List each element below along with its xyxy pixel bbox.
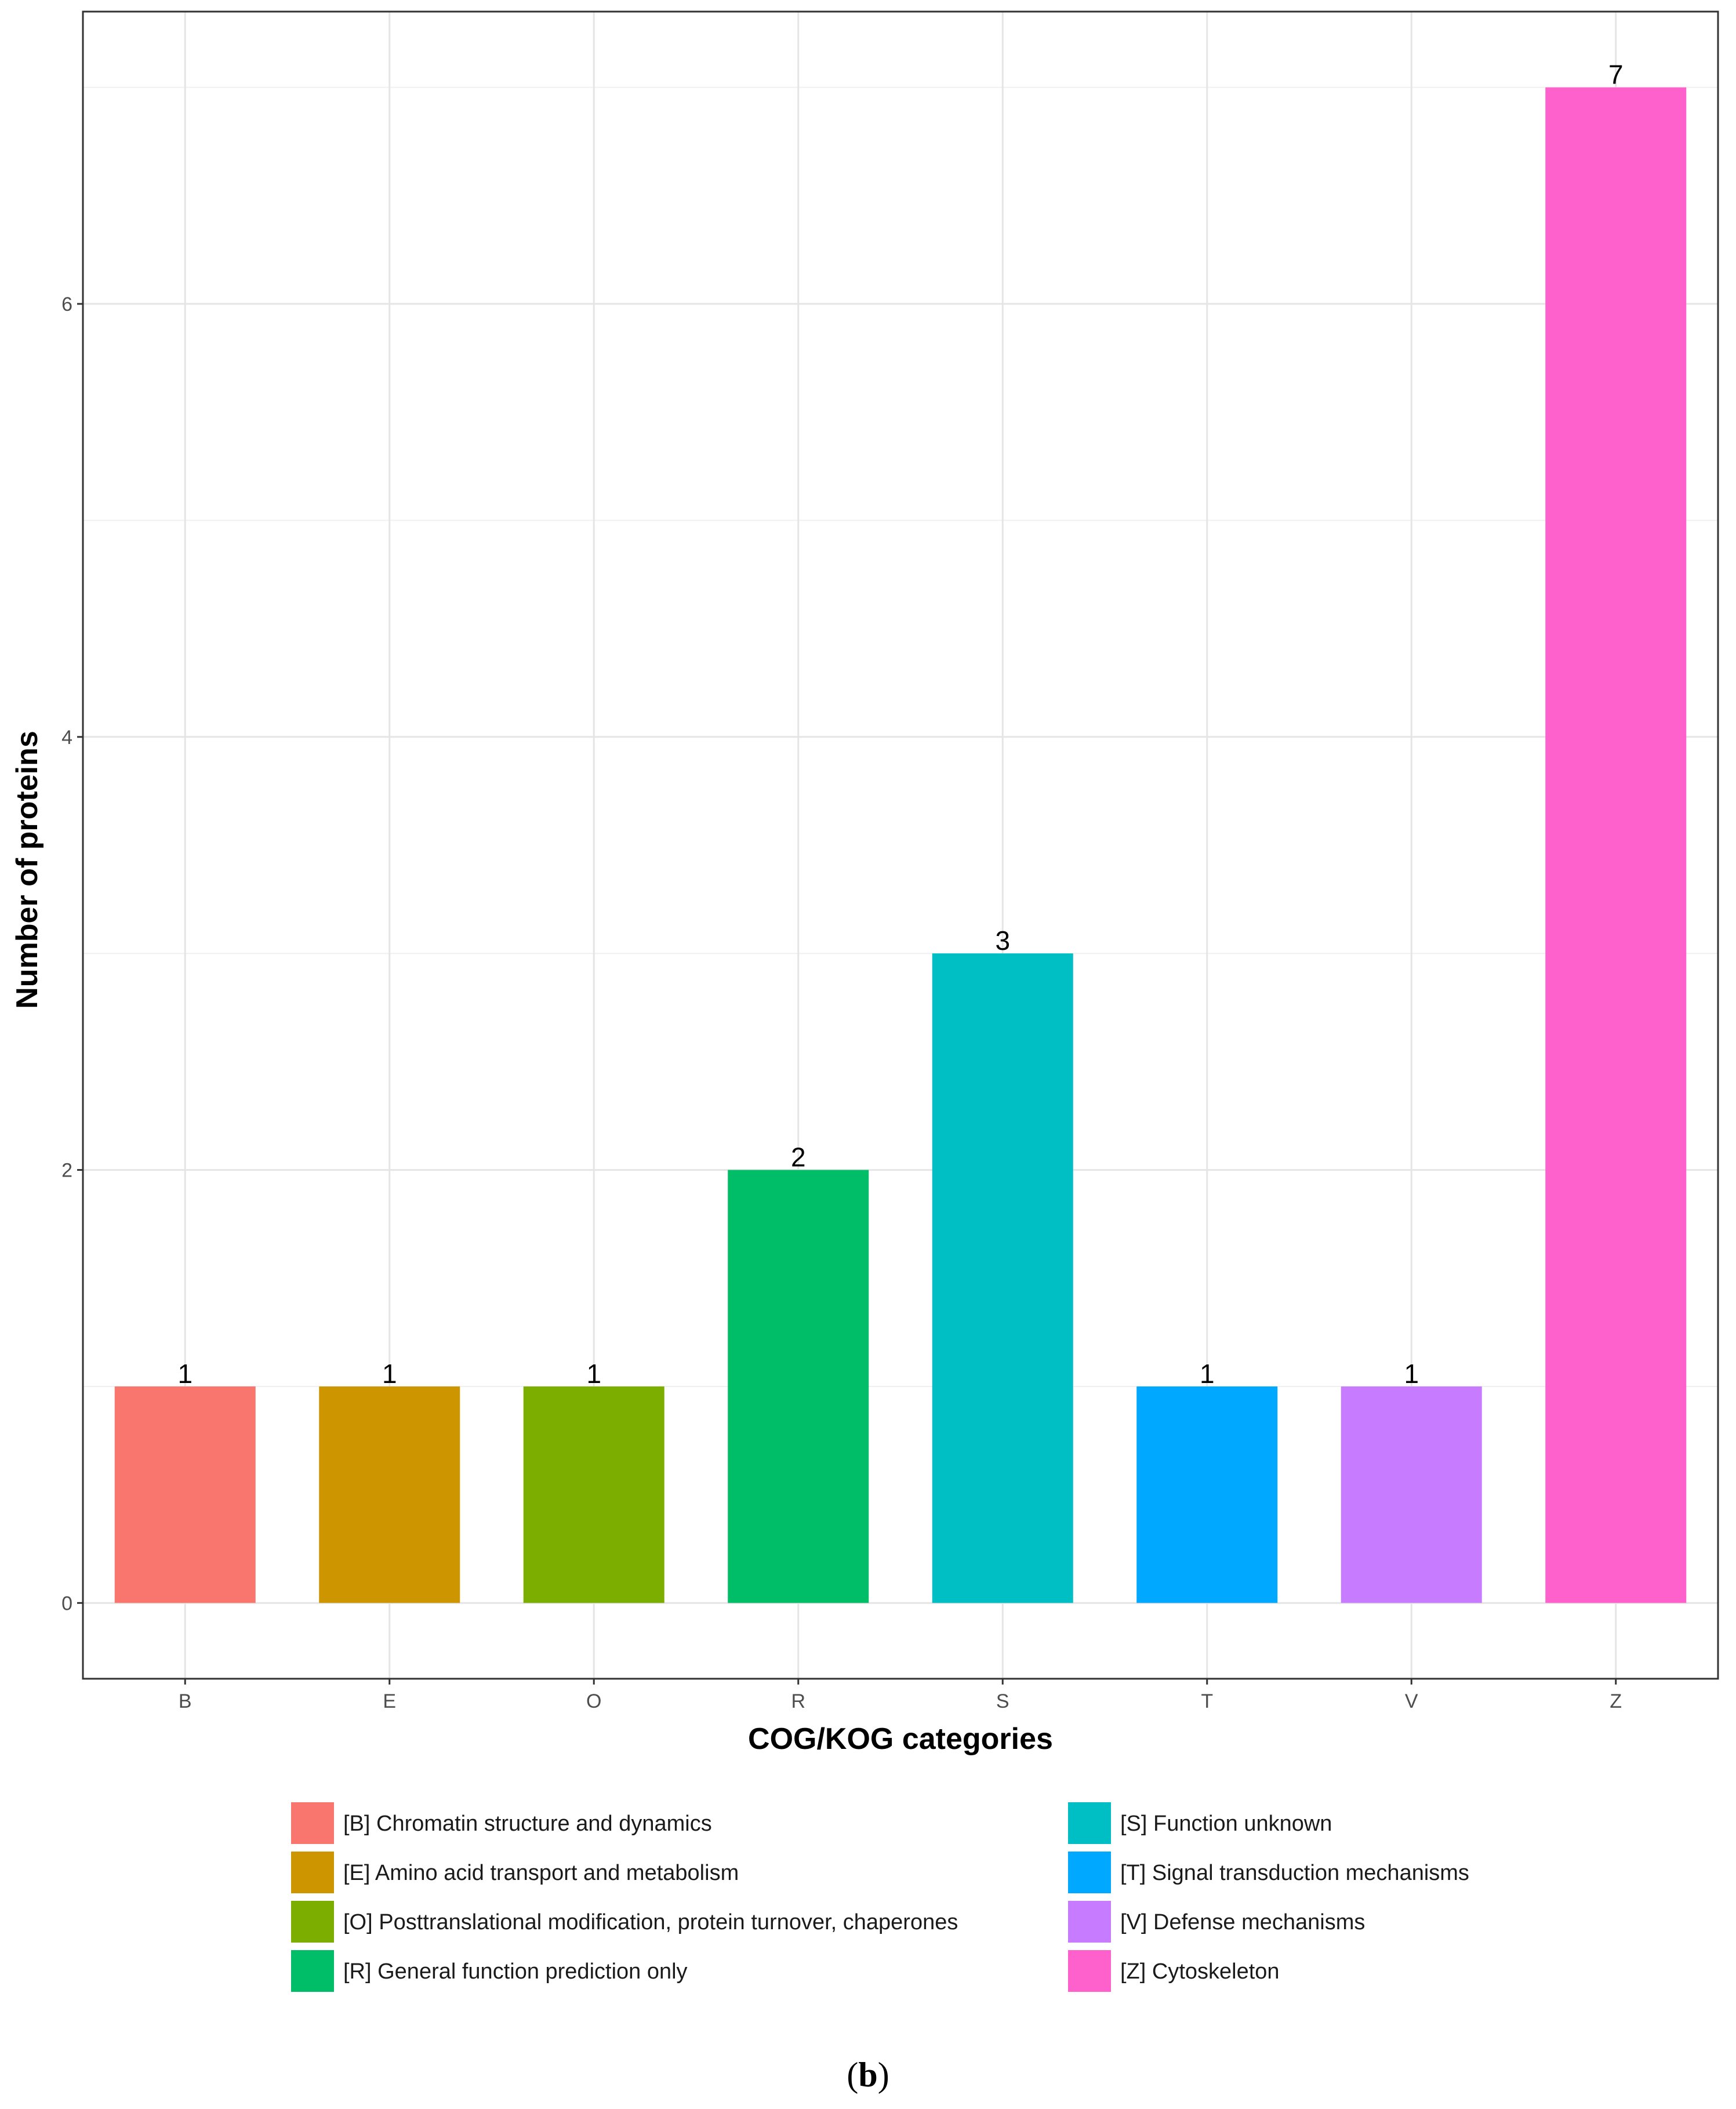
bar-O — [523, 1386, 664, 1603]
bar-R — [728, 1170, 869, 1603]
x-tick-label-B: B — [179, 1690, 192, 1712]
legend: [B] Chromatin structure and dynamics [E] … — [291, 1802, 1469, 1992]
legend-item: [B] Chromatin structure and dynamics — [291, 1802, 712, 1844]
legend-label: [R] General function prediction only — [343, 1959, 688, 1984]
x-tick-label-R: R — [791, 1690, 805, 1712]
data-label-R: 2 — [791, 1142, 806, 1173]
bar-V — [1341, 1386, 1482, 1603]
x-tick-label-O: O — [586, 1690, 601, 1712]
figure-caption: (b) — [847, 2056, 889, 2094]
legend-item: [T] Signal transduction mechanisms — [1068, 1852, 1469, 1893]
bar-B — [114, 1386, 256, 1603]
labels-layer: 0 2 4 6 1 B 1 E 1 O 2 R 3 S 1 T 1 V 7 Z — [61, 60, 1623, 1712]
x-axis-title: COG/KOG categories — [748, 1722, 1053, 1756]
x-tick-label-T: T — [1201, 1690, 1213, 1712]
x-tick-label-S: S — [996, 1690, 1009, 1712]
legend-label: [E] Amino acid transport and metabolism — [343, 1861, 739, 1885]
legend-swatch — [1068, 1901, 1111, 1943]
legend-label: [Z] Cytoskeleton — [1120, 1959, 1280, 1984]
data-label-B: 1 — [177, 1359, 193, 1389]
x-tick-label-V: V — [1405, 1690, 1418, 1712]
legend-item: [R] General function prediction only — [291, 1950, 688, 1992]
data-label-V: 1 — [1404, 1359, 1419, 1389]
legend-swatch — [291, 1852, 334, 1893]
bar-S — [932, 953, 1073, 1603]
x-tick-label-E: E — [383, 1690, 396, 1712]
axis-layer — [77, 303, 1617, 1685]
y-tick-label: 4 — [61, 727, 72, 749]
legend-item: [S] Function unknown — [1068, 1802, 1332, 1844]
bar-Z — [1545, 87, 1687, 1603]
bar-T — [1136, 1386, 1278, 1603]
legend-swatch — [1068, 1852, 1111, 1893]
legend-swatch — [291, 1901, 334, 1943]
data-label-T: 1 — [1200, 1359, 1215, 1389]
y-tick-label: 0 — [61, 1592, 72, 1614]
data-label-Z: 7 — [1608, 60, 1624, 90]
data-label-O: 1 — [586, 1359, 601, 1389]
legend-label: [S] Function unknown — [1120, 1812, 1332, 1836]
y-tick-label: 6 — [61, 293, 72, 315]
legend-item: [E] Amino acid transport and metabolism — [291, 1852, 739, 1893]
legend-label: [V] Defense mechanisms — [1120, 1910, 1365, 1934]
panel-border — [82, 10, 1719, 1680]
legend-item: [O] Posttranslational modification, prot… — [291, 1901, 958, 1943]
legend-swatch — [291, 1950, 334, 1992]
y-axis-title: Number of proteins — [10, 731, 44, 1009]
data-label-S: 3 — [995, 925, 1010, 956]
data-label-E: 1 — [382, 1359, 397, 1389]
legend-swatch — [291, 1802, 334, 1844]
x-tick-label-Z: Z — [1610, 1690, 1622, 1712]
y-tick-label: 2 — [61, 1160, 72, 1182]
legend-swatch — [1068, 1950, 1111, 1992]
bar-E — [319, 1386, 460, 1603]
bars-layer — [114, 87, 1687, 1603]
legend-label: [B] Chromatin structure and dynamics — [343, 1812, 712, 1836]
legend-label: [O] Posttranslational modification, prot… — [343, 1910, 958, 1934]
legend-item: [V] Defense mechanisms — [1068, 1901, 1365, 1943]
legend-label: [T] Signal transduction mechanisms — [1120, 1861, 1469, 1885]
legend-item: [Z] Cytoskeleton — [1068, 1950, 1280, 1992]
legend-swatch — [1068, 1802, 1111, 1844]
